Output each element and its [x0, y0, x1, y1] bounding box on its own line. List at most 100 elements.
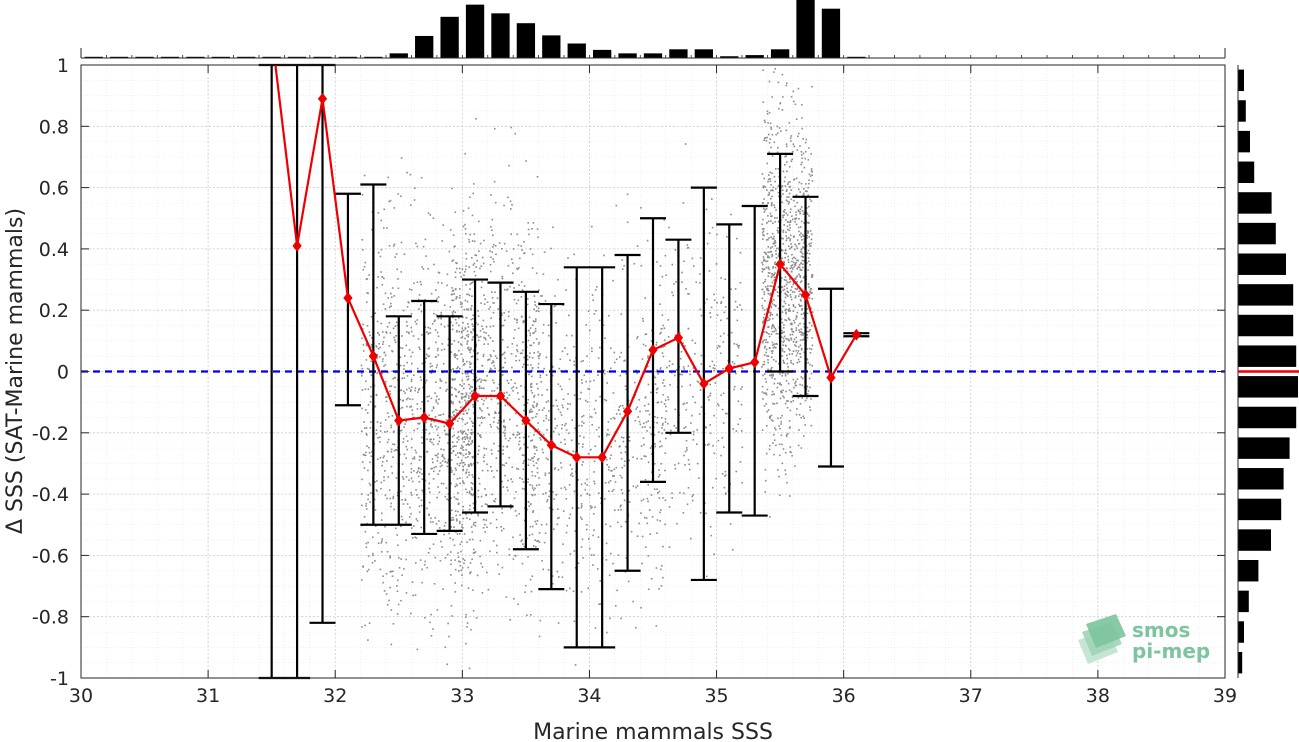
scatter-point [393, 376, 396, 379]
scatter-point [453, 496, 456, 498]
scatter-point [393, 443, 396, 446]
scatter-point [773, 330, 775, 333]
scatter-point [527, 458, 530, 461]
scatter-point [785, 380, 788, 382]
scatter-point [569, 464, 572, 466]
scatter-point [527, 398, 529, 401]
scatter-point [621, 476, 623, 479]
scatter-point [657, 492, 659, 494]
scatter-point [658, 431, 660, 433]
scatter-point [766, 289, 769, 292]
scatter-point [375, 429, 378, 431]
scatter-point [720, 302, 722, 305]
scatter-point [429, 438, 431, 441]
scatter-point [493, 390, 496, 392]
scatter-point [544, 472, 547, 475]
scatter-point [644, 426, 646, 428]
scatter-point [462, 316, 464, 318]
scatter-point [483, 518, 485, 521]
scatter-point [767, 267, 770, 269]
scatter-point [736, 237, 738, 240]
scatter-point [646, 522, 649, 525]
scatter-point [431, 467, 433, 470]
scatter-point [516, 319, 518, 321]
scatter-point [441, 240, 443, 242]
scatter-point [782, 289, 785, 292]
scatter-point [481, 469, 484, 472]
scatter-point [484, 523, 486, 526]
scatter-point [408, 387, 411, 390]
scatter-point [412, 594, 414, 597]
scatter-point [782, 344, 784, 346]
scatter-point [400, 429, 403, 432]
scatter-point [477, 315, 480, 317]
scatter-point [763, 373, 766, 375]
scatter-point [790, 243, 792, 245]
scatter-point [778, 195, 780, 198]
scatter-point [659, 511, 661, 514]
scatter-point [461, 438, 464, 440]
scatter-point [802, 213, 805, 215]
scatter-point [411, 409, 414, 411]
scatter-point [784, 473, 787, 476]
scatter-point [807, 232, 809, 234]
scatter-point [770, 368, 772, 370]
scatter-point [676, 369, 678, 371]
scatter-point [413, 470, 415, 472]
scatter-point [478, 387, 481, 389]
scatter-point [580, 391, 582, 394]
scatter-point [784, 309, 786, 312]
scatter-point [453, 445, 456, 447]
scatter-point [681, 373, 683, 376]
scatter-point [660, 346, 662, 349]
scatter-point [684, 464, 686, 466]
scatter-point [780, 186, 783, 188]
scatter-point [792, 218, 794, 221]
scatter-point [771, 366, 773, 369]
scatter-point [797, 350, 800, 352]
scatter-point [624, 451, 627, 453]
scatter-point [541, 295, 543, 297]
scatter-point [520, 540, 522, 543]
scatter-point [687, 327, 690, 330]
scatter-point [416, 520, 419, 522]
scatter-point [783, 288, 786, 291]
scatter-point [793, 319, 795, 322]
scatter-point [721, 437, 724, 439]
scatter-point [411, 398, 414, 401]
scatter-point [790, 362, 792, 364]
scatter-point [683, 402, 686, 405]
scatter-point [401, 518, 404, 521]
scatter-point [471, 372, 473, 374]
scatter-point [437, 271, 440, 274]
scatter-point [806, 393, 809, 395]
scatter-point [593, 313, 596, 315]
scatter-point [789, 426, 791, 428]
scatter-point [421, 436, 423, 439]
scatter-point [808, 377, 811, 380]
scatter-point [797, 135, 799, 138]
scatter-point [416, 494, 418, 496]
scatter-point [479, 242, 482, 245]
scatter-point [771, 341, 774, 344]
scatter-point [363, 467, 366, 469]
scatter-point [790, 246, 792, 249]
scatter-point [800, 236, 803, 238]
scatter-point [532, 457, 534, 460]
scatter-point [456, 437, 458, 439]
scatter-point [379, 422, 382, 424]
scatter-point [435, 523, 438, 525]
scatter-point [492, 246, 494, 248]
scatter-point [452, 519, 455, 521]
scatter-point [787, 221, 790, 224]
scatter-point [811, 297, 814, 300]
scatter-point [392, 377, 394, 380]
scatter-point [518, 398, 520, 401]
scatter-point [365, 542, 368, 545]
scatter-point [806, 237, 808, 239]
scatter-point [763, 119, 766, 122]
scatter-point [791, 264, 794, 266]
scatter-point [551, 366, 554, 368]
scatter-point [708, 232, 711, 234]
